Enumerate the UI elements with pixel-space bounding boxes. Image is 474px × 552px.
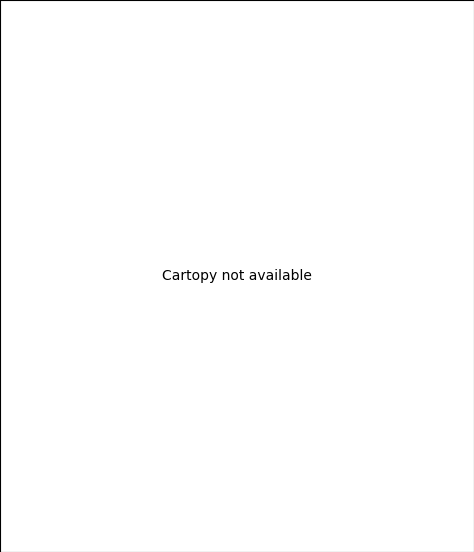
Text: Cartopy not available: Cartopy not available [162,269,312,283]
